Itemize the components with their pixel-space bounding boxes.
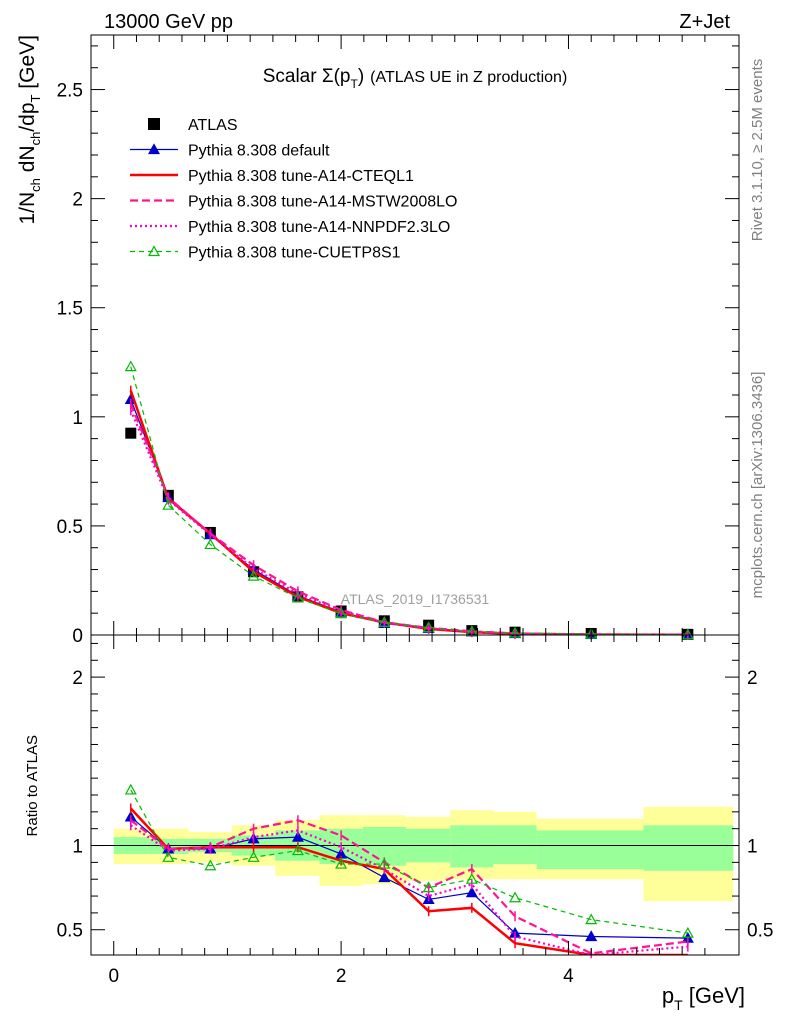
ratio-y-axis: 0.5 0.5 1 1 2 2 [57, 642, 773, 942]
ratio-series-1-line [129, 807, 688, 955]
ratio-series-4-marker [422, 881, 435, 893]
ratio-series-0-marker [291, 830, 304, 842]
main-series-5-marker [291, 591, 304, 603]
ratio-y-tick-label-right: 1 [747, 837, 758, 858]
main-series-5-marker [204, 538, 217, 550]
ratio-x-axis: 0 2 4 [108, 635, 706, 987]
ratio-series-4-marker [509, 891, 522, 903]
main-y-axis-label: 1/Nch dNch/dpT [GeV] [16, 35, 43, 225]
atlas-data-point [125, 427, 137, 439]
energy-label: 13000 GeV pp [104, 11, 233, 33]
mcplots-label: mcplots.cern.ch [arXiv:1306.3436] [749, 372, 766, 599]
ratio-series-0-marker [465, 886, 478, 898]
rivet-label: Rivet 3.1.10, ≥ 2.5M events [749, 59, 766, 242]
main-series-5-line [130, 366, 688, 635]
main-series-5-marker [124, 360, 137, 372]
ratio-series-0-marker [585, 930, 598, 942]
uncertainty-band-stat [450, 825, 494, 868]
main-series-4-line [129, 409, 688, 635]
ratio-y-tick-label: 2 [72, 668, 83, 689]
legend-entry-label: ATLAS [188, 117, 238, 134]
legend-swatch-atlas [148, 118, 160, 130]
main-y-tick-label: 0 [72, 626, 83, 647]
legend: ATLAS Pythia 8.308 default Pythia 8.308 tu… [130, 117, 457, 262]
main-y-tick-label: 2 [72, 190, 83, 211]
ratio-y-axis-label: Ratio to ATLAS [24, 735, 41, 836]
main-series-5-marker [465, 625, 478, 637]
main-series-5-marker [247, 569, 260, 581]
main-series-5-marker [422, 621, 435, 633]
uncertainty-band-stat [643, 825, 734, 871]
legend-entry-label: Pythia 8.308 tune-CUETP8S1 [188, 245, 401, 262]
ratio-panel: 0.5 0.5 1 1 2 2 0 2 4 [57, 634, 773, 987]
ratio-y-tick-label: 1 [72, 837, 83, 858]
legend-marker [147, 245, 161, 257]
main-series-5-marker [162, 498, 175, 510]
ratio-series-4-marker [681, 926, 694, 938]
x-tick-label: 0 [108, 966, 119, 987]
ratio-series-3-line [130, 824, 688, 955]
legend-marker [147, 143, 161, 155]
main-y-tick-label: 1.5 [57, 299, 83, 320]
legend-entry-label: Pythia 8.308 tune-A14-NNPDF2.3LO [188, 219, 450, 236]
main-panel: 0 0.5 1 1.5 2 2.5 [57, 34, 740, 647]
ratio-series-4-marker [291, 844, 304, 856]
main-y-tick-label: 2.5 [57, 81, 83, 102]
ratio-series-4-marker [124, 783, 137, 795]
ratio-series-4-marker [162, 851, 175, 862]
ratio-series-2-line [130, 819, 688, 955]
process-label: Z+Jet [679, 11, 730, 33]
ratio-series-4-marker [204, 859, 217, 871]
x-axis-label: pT [GeV] [662, 983, 745, 1013]
ratio-series-4-line [130, 789, 688, 934]
main-series-5-marker [509, 626, 522, 638]
ratio-series-4-marker [585, 913, 598, 925]
main-y-axis: 0 0.5 1 1.5 2 2.5 [57, 45, 739, 647]
ratio-series-4-marker [247, 851, 260, 862]
ratio-series-0-marker [378, 871, 391, 883]
ratio-series-4-marker [335, 857, 348, 869]
x-tick-label: 2 [336, 966, 347, 987]
main-y-tick-label: 1 [72, 408, 83, 429]
uncertainty-band-stat [536, 830, 644, 870]
x-tick-label: 4 [563, 966, 574, 987]
legend-entry-label: Pythia 8.308 tune-A14-CTEQL1 [188, 168, 414, 185]
ratio-series-4-marker [465, 872, 478, 884]
ratio-series-4-marker [378, 857, 391, 869]
main-y-tick-label: 0.5 [57, 517, 83, 538]
main-series-5-marker [681, 628, 694, 640]
ratio-y-tick-label: 0.5 [57, 921, 83, 942]
analysis-watermark: ATLAS_2019_I1736531 [341, 591, 490, 607]
main-title: Scalar Σ(pT) (ATLAS UE in Z production) [263, 66, 568, 91]
main-series-5-marker [335, 607, 348, 619]
main-series-5-marker [378, 616, 391, 627]
main-x-axis [113, 35, 706, 635]
ratio-y-tick-label-right: 2 [747, 668, 758, 689]
ratio-panel-frame [90, 634, 740, 956]
uncertainty-band-stat [493, 825, 537, 865]
legend-entry-label: Pythia 8.308 tune-A14-MSTW2008LO [188, 194, 457, 211]
ratio-y-tick-label-right: 0.5 [747, 921, 773, 942]
legend-entry-label: Pythia 8.308 default [188, 143, 330, 160]
